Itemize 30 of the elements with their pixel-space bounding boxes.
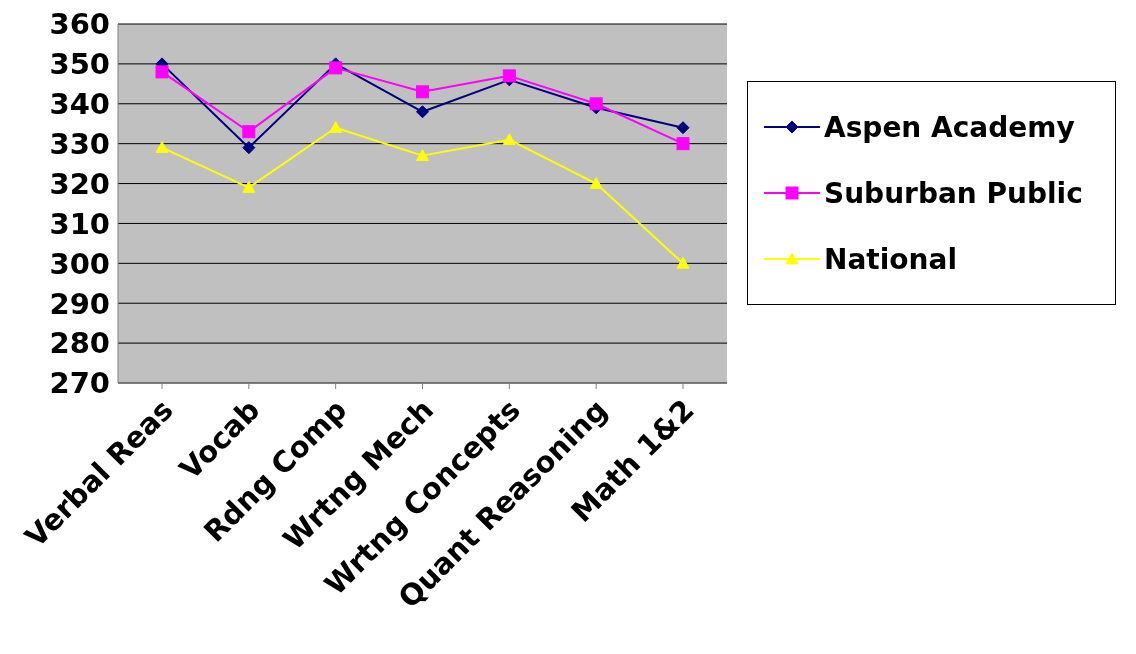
point [502,69,516,83]
point [242,181,256,193]
y-tick-label: 320 [49,166,110,201]
point [242,125,256,139]
legend-label: National [824,242,957,276]
point [155,65,169,79]
y-tick-label: 340 [49,87,110,122]
point [676,256,690,269]
y-tick-label: 290 [49,286,110,321]
point [589,177,603,189]
point [676,137,690,151]
y-tick-label: 270 [49,366,110,401]
point [416,149,429,161]
point [416,105,429,119]
y-tick-label: 300 [49,246,110,281]
y-tick-label: 280 [49,326,110,361]
y-tick-label: 310 [49,206,110,241]
legend-label: Aspen Academy [824,110,1075,144]
point [329,121,343,134]
point [242,141,256,155]
point [416,85,429,99]
y-tick-label: 350 [49,47,110,82]
point [329,61,343,75]
point [502,133,516,145]
y-tick-label: 330 [49,126,110,161]
y-tick-label: 360 [49,7,110,42]
point [676,121,690,135]
legend-label: Suburban Public [824,176,1083,210]
point [589,97,603,111]
point [155,141,169,153]
